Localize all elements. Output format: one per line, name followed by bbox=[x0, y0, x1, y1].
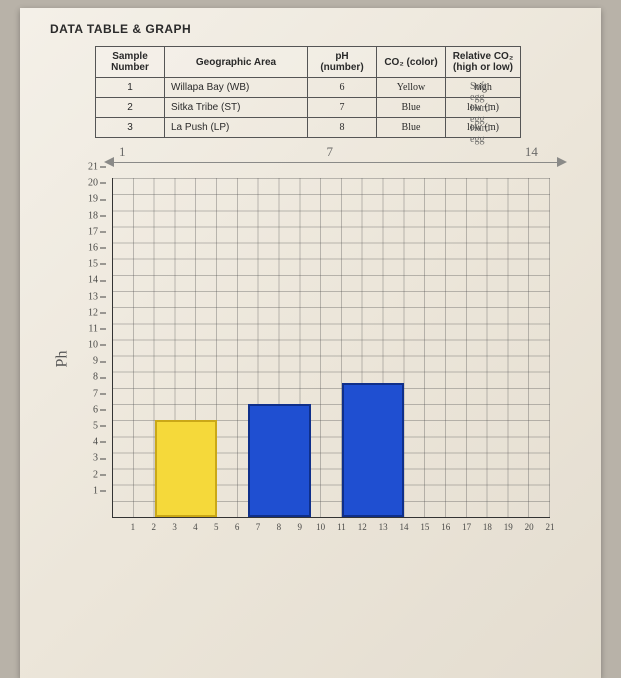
cell-geo: Willapa Bay (WB) bbox=[165, 78, 308, 98]
col-rel: Relative CO₂ (high or low) bbox=[446, 47, 521, 78]
y-tick: 17 bbox=[88, 226, 106, 237]
margin-note-row2: Hardegg bbox=[470, 104, 490, 125]
y-axis-label: Ph bbox=[53, 351, 71, 368]
x-tick: 15 bbox=[420, 522, 429, 532]
cell-sample: 3 bbox=[96, 118, 165, 138]
data-table: Sample Number Geographic Area pH (number… bbox=[95, 46, 521, 138]
y-tick: 13 bbox=[88, 291, 106, 302]
cell-geo: La Push (LP) bbox=[165, 118, 308, 138]
y-tick: 16 bbox=[88, 242, 106, 253]
y-tick: 3 bbox=[93, 453, 106, 464]
cell-sample: 2 bbox=[96, 98, 165, 118]
page-title: DATA TABLE & GRAPH bbox=[50, 22, 571, 36]
plot-area bbox=[112, 178, 550, 518]
table-row: 3La Push (LP)8Bluelow (m) bbox=[96, 118, 521, 138]
x-tick: 8 bbox=[277, 522, 282, 532]
cell-sample: 1 bbox=[96, 78, 165, 98]
x-tick: 4 bbox=[193, 522, 198, 532]
x-tick: 21 bbox=[546, 522, 555, 532]
cell-ph: 6 bbox=[308, 78, 377, 98]
x-tick: 18 bbox=[483, 522, 492, 532]
bar-1 bbox=[155, 420, 217, 517]
x-tick: 13 bbox=[379, 522, 388, 532]
y-tick: 6 bbox=[93, 404, 106, 415]
bar-chart: Ph 123456789101112131415161718192021 123… bbox=[80, 178, 550, 540]
x-tick: 19 bbox=[504, 522, 513, 532]
table-row: 1Willapa Bay (WB)6Yellowhigh bbox=[96, 78, 521, 98]
y-tick: 18 bbox=[88, 210, 106, 221]
y-tick: 10 bbox=[88, 340, 106, 351]
x-tick: 7 bbox=[256, 522, 261, 532]
x-tick: 14 bbox=[399, 522, 408, 532]
y-tick: 19 bbox=[88, 194, 106, 205]
margin-note-row3: Hardegg bbox=[470, 124, 490, 145]
x-tick: 17 bbox=[462, 522, 471, 532]
cell-geo: Sitka Tribe (ST) bbox=[165, 98, 308, 118]
table-row: 2Sitka Tribe (ST)7Bluelow (m) bbox=[96, 98, 521, 118]
cell-ph: 7 bbox=[308, 98, 377, 118]
table-region: Sample Number Geographic Area pH (number… bbox=[50, 46, 571, 138]
x-tick: 16 bbox=[441, 522, 450, 532]
top-number-line: 1 7 14 bbox=[110, 146, 561, 174]
x-tick: 6 bbox=[235, 522, 240, 532]
y-tick: 21 bbox=[88, 162, 106, 173]
y-tick: 2 bbox=[93, 469, 106, 480]
y-ticks: 123456789101112131415161718192021 bbox=[84, 178, 108, 518]
x-tick: 3 bbox=[172, 522, 177, 532]
arrow-right-icon bbox=[557, 157, 567, 167]
y-tick: 11 bbox=[88, 323, 106, 334]
numline-left: 1 bbox=[119, 144, 126, 160]
cell-co2: Yellow bbox=[377, 78, 446, 98]
y-tick: 1 bbox=[93, 485, 106, 496]
bar-3 bbox=[342, 383, 404, 517]
x-tick: 10 bbox=[316, 522, 325, 532]
col-sample: Sample Number bbox=[96, 47, 165, 78]
x-tick: 1 bbox=[131, 522, 136, 532]
col-co2: CO₂ (color) bbox=[377, 47, 446, 78]
y-tick: 7 bbox=[93, 388, 106, 399]
margin-note-row1: Softegg bbox=[470, 82, 487, 103]
x-tick: 20 bbox=[525, 522, 534, 532]
y-tick: 15 bbox=[88, 259, 106, 270]
y-tick: 5 bbox=[93, 421, 106, 432]
col-ph: pH (number) bbox=[308, 47, 377, 78]
y-tick: 9 bbox=[93, 356, 106, 367]
y-tick: 4 bbox=[93, 437, 106, 448]
cell-co2: Blue bbox=[377, 98, 446, 118]
x-tick: 5 bbox=[214, 522, 219, 532]
x-tick: 9 bbox=[297, 522, 302, 532]
cell-ph: 8 bbox=[308, 118, 377, 138]
x-ticks: 123456789101112131415161718192021 bbox=[112, 520, 550, 540]
y-tick: 14 bbox=[88, 275, 106, 286]
y-tick: 20 bbox=[88, 178, 106, 189]
bar-2 bbox=[248, 404, 310, 517]
col-geo: Geographic Area bbox=[165, 47, 308, 78]
y-tick: 8 bbox=[93, 372, 106, 383]
x-tick: 11 bbox=[337, 522, 346, 532]
y-tick: 12 bbox=[88, 307, 106, 318]
x-tick: 12 bbox=[358, 522, 367, 532]
x-tick: 2 bbox=[151, 522, 156, 532]
cell-co2: Blue bbox=[377, 118, 446, 138]
numline-mid: 7 bbox=[326, 144, 333, 160]
numline-right: 14 bbox=[525, 144, 538, 160]
worksheet-paper: DATA TABLE & GRAPH Sample Number Geograp… bbox=[20, 8, 601, 678]
